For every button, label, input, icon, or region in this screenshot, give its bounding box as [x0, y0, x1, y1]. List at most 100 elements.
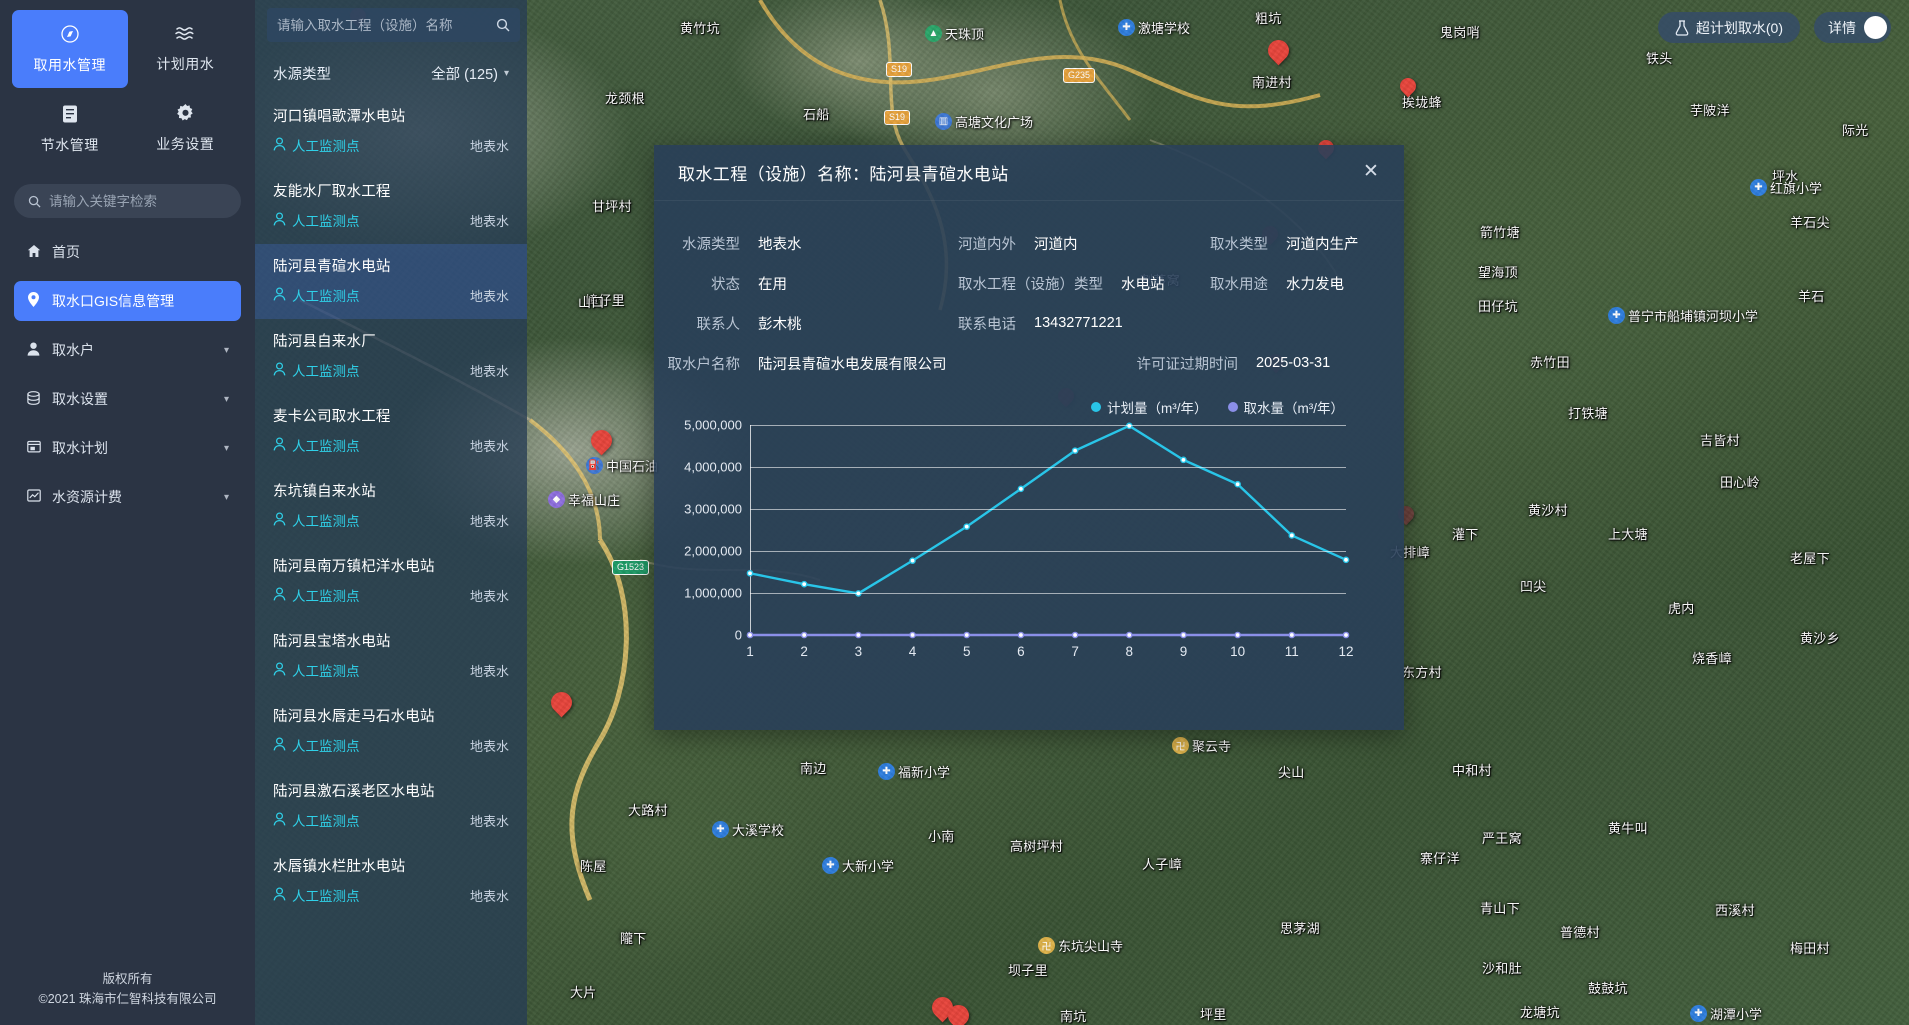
monitor-user-icon	[273, 661, 286, 679]
water-source-filter-value-wrap[interactable]: 全部 (125) ▾	[431, 63, 509, 84]
facility-name: 陆河县水唇走马石水电站	[273, 709, 435, 725]
chart-point[interactable]	[1289, 632, 1294, 637]
map-pin-marker[interactable]	[943, 1000, 974, 1025]
sidebar-search-input[interactable]	[49, 193, 227, 209]
sidebar-item-0[interactable]: 首页	[14, 232, 241, 272]
list-item[interactable]: 河口镇唱歌潭水电站 人工监测点 地表水	[255, 94, 527, 169]
map-pin-marker[interactable]	[927, 992, 958, 1023]
sidebar-item-3[interactable]: 取水设置 ▾	[14, 379, 241, 419]
map-label: 挨垅蜂	[1402, 95, 1442, 110]
map-pin-marker[interactable]	[546, 687, 577, 718]
chevron-down-icon[interactable]: ▾	[223, 393, 229, 405]
module-gear-3[interactable]: 业务设置	[128, 90, 244, 168]
list-item[interactable]: 陆河县水唇走马石水电站 人工监测点 地表水	[255, 694, 527, 769]
toggle-knob[interactable]	[1864, 16, 1887, 39]
chart-point[interactable]	[1343, 557, 1348, 562]
dialog-header: 取水工程（设施）名称：陆河县青碹水电站 ✕	[654, 145, 1404, 201]
facility-monitor-type: 人工监测点	[292, 214, 360, 229]
chart-point[interactable]	[1235, 632, 1240, 637]
chart-point[interactable]	[1289, 533, 1294, 538]
map-poi[interactable]: ✚ 大溪学校	[712, 820, 784, 839]
module-compass-0[interactable]: 取用水管理	[12, 10, 128, 88]
list-item[interactable]: 陆河县激石溪老区水电站 人工监测点 地表水	[255, 769, 527, 844]
facility-water-source: 地表水	[469, 288, 509, 304]
chevron-down-icon[interactable]: ▾	[223, 491, 229, 503]
module-document-2[interactable]: 节水管理	[12, 90, 128, 168]
facility-meta: 人工监测点 地表水	[273, 285, 509, 305]
search-icon[interactable]	[496, 18, 510, 32]
list-item[interactable]: 水唇镇水栏肚水电站 人工监测点 地表水	[255, 844, 527, 919]
map-label: 坪里	[1200, 1007, 1227, 1022]
chart-point[interactable]	[910, 558, 915, 563]
map-poi[interactable]: 卍东坑尖山寺	[1038, 936, 1123, 955]
chart-point[interactable]	[747, 632, 752, 637]
sidebar-search[interactable]	[14, 184, 241, 218]
chart-x-tick-label: 8	[1125, 644, 1134, 659]
legend-item-1[interactable]: 取水量（m³/年）	[1227, 397, 1344, 417]
list-item[interactable]: 陆河县青碹水电站 人工监测点 地表水	[255, 244, 527, 319]
chart-point[interactable]	[802, 582, 807, 587]
chart-point[interactable]	[1018, 486, 1023, 491]
map-pin-marker[interactable]	[586, 425, 617, 456]
map-poi[interactable]: 卍聚云寺	[1172, 736, 1231, 755]
facility-search-box[interactable]	[267, 8, 520, 42]
detail-row: 联系人 彭木桃 联系电话 13432771221	[654, 303, 1404, 343]
over-plan-intake-button[interactable]: 超计划取水(0)	[1657, 12, 1800, 43]
map-poi[interactable]: ✚ 红旗小学	[1750, 178, 1822, 197]
list-item[interactable]: 陆河县南万镇杞洋水电站 人工监测点 地表水	[255, 544, 527, 619]
chart-point[interactable]	[1235, 482, 1240, 487]
detail-toggle[interactable]: 详情	[1814, 12, 1891, 43]
map-label: 中和村	[1452, 763, 1492, 778]
map-pin-marker[interactable]	[1396, 74, 1420, 98]
sidebar-item-label: 首页	[52, 244, 80, 260]
sidebar-item-2[interactable]: 取水户 ▾	[14, 330, 241, 370]
map-pin-marker[interactable]	[1263, 35, 1294, 66]
module-waves-1[interactable]: 计划用水	[128, 10, 244, 88]
list-item[interactable]: 陆河县宝塔水电站 人工监测点 地表水	[255, 619, 527, 694]
list-item[interactable]: 友能水厂取水工程 人工监测点 地表水	[255, 169, 527, 244]
legend-label: 计划量（m³/年）	[1107, 401, 1208, 416]
chart-point[interactable]	[964, 524, 969, 529]
sidebar-item-5[interactable]: 水资源计费 ▾	[14, 477, 241, 517]
chart-point[interactable]	[856, 632, 861, 637]
list-item[interactable]: 麦卡公司取水工程 人工监测点 地表水	[255, 394, 527, 469]
map-poi[interactable]: ▥ 高塘文化广场	[935, 112, 1033, 131]
map-poi[interactable]: ✚ 大新小学	[822, 856, 894, 875]
chart-point[interactable]	[1072, 632, 1077, 637]
map-poi[interactable]: ⛽ 中国石油	[586, 456, 658, 475]
map-label: 凹尖	[1520, 579, 1547, 594]
facility-meta: 人工监测点 地表水	[273, 885, 509, 905]
chart-point[interactable]	[964, 632, 969, 637]
map-poi[interactable]: ◆ 幸福山庄	[548, 490, 620, 509]
chart-point[interactable]	[747, 571, 752, 576]
map-poi[interactable]: ✚ 湖潭小学	[1690, 1004, 1762, 1023]
legend-item-0[interactable]: 计划量（m³/年）	[1091, 397, 1208, 417]
close-icon[interactable]: ✕	[1363, 160, 1379, 182]
list-item[interactable]: 陆河县自来水厂 人工监测点 地表水	[255, 319, 527, 394]
map-poi[interactable]: ✚ 普宁市船埔镇河坝小学	[1608, 306, 1758, 325]
facility-monitor-type: 人工监测点	[292, 889, 360, 904]
chevron-down-icon[interactable]: ▾	[223, 344, 229, 356]
chart-point[interactable]	[1181, 632, 1186, 637]
detail-label: 详情	[1828, 19, 1856, 36]
chart-point[interactable]	[1072, 448, 1077, 453]
facility-meta: 人工监测点 地表水	[273, 510, 509, 530]
facility-search-input[interactable]	[277, 17, 490, 33]
chart-point[interactable]	[1343, 632, 1348, 637]
map-poi[interactable]: ✚ 福新小学	[878, 762, 950, 781]
sidebar-item-4[interactable]: 取水计划 ▾	[14, 428, 241, 468]
chart-point[interactable]	[1018, 632, 1023, 637]
chart-point[interactable]	[910, 632, 915, 637]
list-item[interactable]: 东坑镇自来水站 人工监测点 地表水	[255, 469, 527, 544]
map-poi[interactable]: ✚ 激塘学校	[1118, 18, 1190, 37]
chevron-down-icon[interactable]: ▾	[223, 442, 229, 454]
chart-point[interactable]	[1181, 457, 1186, 462]
facility-water-source: 地表水	[469, 213, 509, 229]
detail-row: 取水户名称 陆河县青碹水电发展有限公司 许可证过期时间 2025-03-31	[654, 343, 1404, 383]
sidebar-item-1[interactable]: 取水口GIS信息管理	[14, 281, 241, 321]
gear-icon	[176, 104, 195, 127]
map-poi[interactable]: ▲ 天珠顶	[925, 24, 984, 43]
chart-point[interactable]	[1127, 632, 1132, 637]
water-source-filter[interactable]: 水源类型 全部 (125) ▾	[255, 52, 527, 94]
chart-point[interactable]	[802, 632, 807, 637]
